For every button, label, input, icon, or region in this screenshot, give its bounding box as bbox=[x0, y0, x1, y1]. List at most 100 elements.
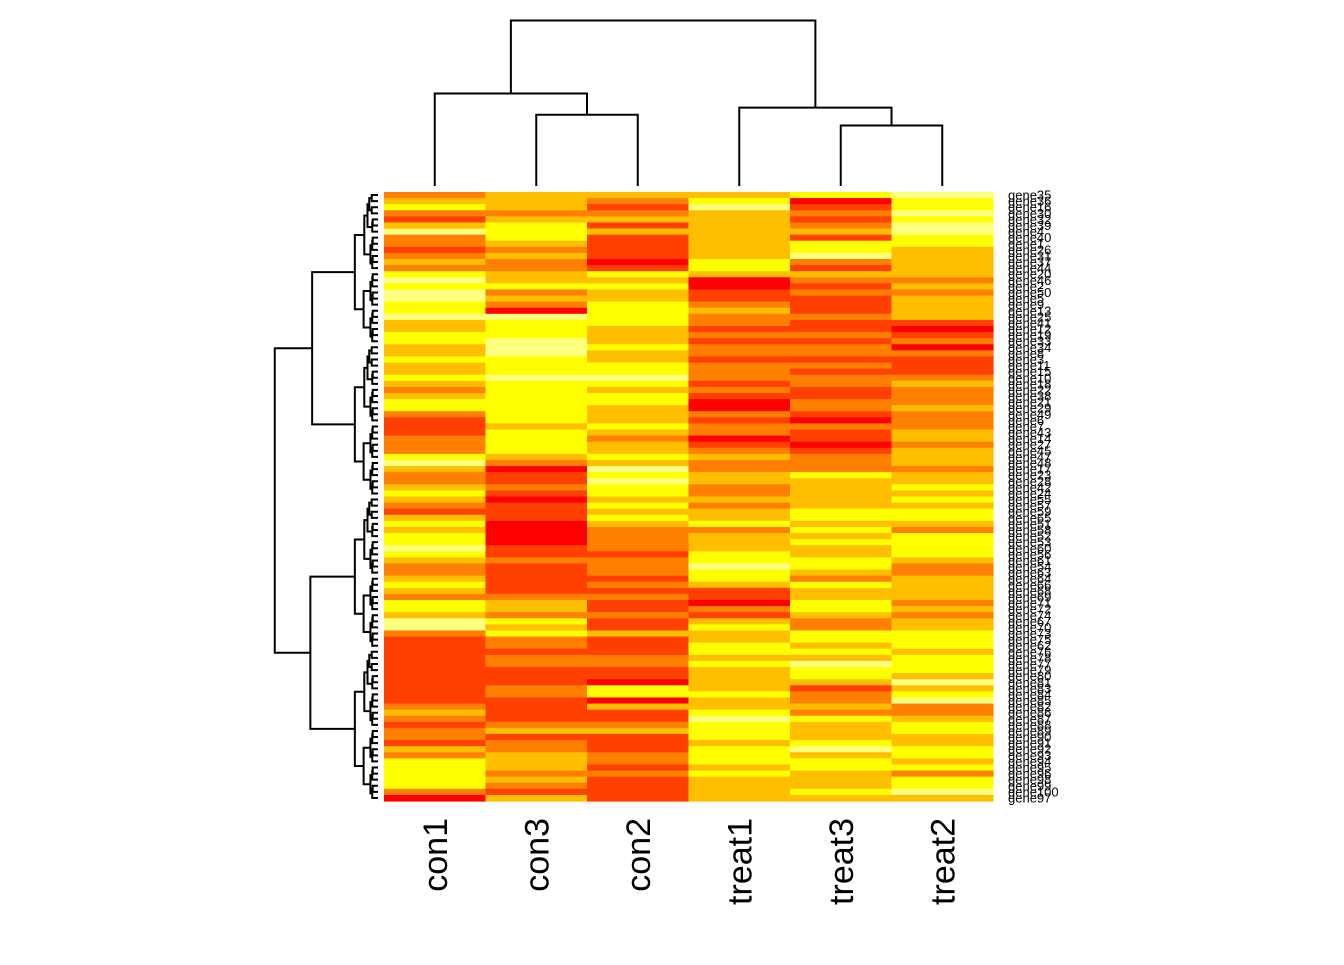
heatmap-cell bbox=[688, 551, 791, 558]
heatmap-cell bbox=[891, 399, 994, 406]
row-label: gene46 bbox=[1008, 273, 1051, 288]
heatmap-cell bbox=[688, 703, 791, 711]
heatmap-cell bbox=[384, 545, 487, 552]
heatmap-cell bbox=[587, 423, 690, 431]
row-dendrogram-branch bbox=[371, 254, 378, 264]
heatmap-cell bbox=[384, 746, 487, 753]
heatmap-cell bbox=[790, 709, 893, 717]
heatmap-cell bbox=[485, 405, 588, 412]
heatmap-cell bbox=[790, 295, 893, 303]
heatmap-cell bbox=[790, 386, 893, 394]
heatmap-cell bbox=[790, 392, 893, 400]
row-label: gene81 bbox=[1008, 675, 1051, 690]
heatmap-cell bbox=[384, 654, 487, 662]
heatmap-cell bbox=[485, 685, 588, 692]
heatmap-cell bbox=[891, 782, 994, 790]
row-label: gene36 bbox=[1008, 194, 1051, 209]
heatmap-cell bbox=[587, 289, 690, 297]
row-label: gene54 bbox=[1008, 559, 1051, 574]
heatmap-cell bbox=[384, 277, 487, 284]
heatmap-cell bbox=[587, 654, 690, 662]
row-label: gene94 bbox=[1008, 754, 1051, 769]
heatmap-cell bbox=[891, 222, 994, 230]
heatmap-cell bbox=[891, 776, 994, 784]
heatmap-cell bbox=[384, 435, 487, 443]
heatmap-cell bbox=[485, 435, 588, 443]
heatmap-cell bbox=[384, 441, 487, 449]
heatmap-cell bbox=[790, 636, 893, 644]
heatmap-cell bbox=[384, 563, 487, 571]
heatmap-cell bbox=[891, 417, 994, 425]
heatmap-cell bbox=[790, 307, 893, 315]
heatmap-cell bbox=[384, 344, 487, 351]
row-dendrogram-branch bbox=[371, 388, 378, 398]
row-dendrogram-branch bbox=[362, 746, 371, 786]
heatmap-cell bbox=[688, 429, 791, 437]
heatmap-cell bbox=[790, 435, 893, 443]
heatmap-cell bbox=[485, 332, 588, 339]
heatmap-cell bbox=[587, 770, 690, 778]
heatmap-cell bbox=[688, 192, 791, 199]
heatmap-cell bbox=[587, 709, 690, 717]
heatmap-cell bbox=[688, 545, 791, 552]
row-label: gene17 bbox=[1008, 462, 1051, 477]
heatmap-cell bbox=[485, 265, 588, 272]
heatmap-cell bbox=[891, 265, 994, 272]
heatmap-cell bbox=[485, 307, 588, 315]
row-label: gene39 bbox=[1008, 218, 1051, 233]
row-label: gene82 bbox=[1008, 699, 1051, 714]
heatmap-cell bbox=[891, 764, 994, 772]
row-label: gene26 bbox=[1008, 242, 1051, 257]
row-label: gene66 bbox=[1008, 577, 1051, 592]
row-label: gene6 bbox=[1008, 413, 1044, 428]
heatmap-cell bbox=[688, 466, 791, 473]
heatmap-cell bbox=[688, 417, 791, 425]
heatmap-cell bbox=[790, 289, 893, 297]
heatmap-cell bbox=[587, 508, 690, 516]
heatmap-cell bbox=[790, 490, 893, 498]
row-dendrogram-branch bbox=[371, 562, 378, 574]
heatmap-cell bbox=[384, 350, 487, 358]
heatmap-cell bbox=[790, 545, 893, 552]
heatmap-cell bbox=[790, 338, 893, 345]
row-dendrogram-branch bbox=[371, 239, 378, 251]
row-dendrogram-branch bbox=[371, 784, 378, 793]
heatmap-cell bbox=[587, 478, 690, 485]
heatmap-cell bbox=[891, 368, 994, 376]
row-dendrogram-branch bbox=[371, 696, 378, 708]
row-label: gene4 bbox=[1008, 224, 1044, 239]
heatmap-cell bbox=[790, 252, 893, 260]
heatmap-cell bbox=[485, 246, 588, 254]
heatmap-cell bbox=[891, 490, 994, 498]
heatmap-cell bbox=[485, 697, 588, 705]
heatmap-cell bbox=[688, 265, 791, 272]
heatmap-cell bbox=[485, 228, 588, 236]
column-label: con3 bbox=[518, 818, 556, 892]
row-dendrogram-branch bbox=[311, 271, 355, 426]
heatmap-cell bbox=[384, 606, 487, 613]
heatmap-cell bbox=[688, 392, 791, 400]
heatmap-cell bbox=[587, 210, 690, 217]
heatmap-cell bbox=[587, 484, 690, 492]
heatmap-cell bbox=[587, 679, 690, 686]
row-label: gene62 bbox=[1008, 638, 1051, 653]
heatmap-cell bbox=[485, 691, 588, 699]
heatmap-cell bbox=[790, 673, 893, 680]
heatmap-cell bbox=[384, 240, 487, 248]
row-dendrogram-branch bbox=[371, 294, 378, 306]
row-dendrogram-branch bbox=[369, 317, 373, 338]
heatmap-cell bbox=[688, 386, 791, 394]
heatmap-cell bbox=[688, 697, 791, 705]
heatmap-cell bbox=[384, 636, 487, 644]
row-dendrogram-branch bbox=[371, 425, 378, 434]
heatmap-cell bbox=[891, 362, 994, 370]
row-label: gene11 bbox=[1008, 358, 1050, 373]
heatmap-cell bbox=[790, 380, 893, 388]
heatmap-cell bbox=[384, 356, 487, 364]
column-dendrogram bbox=[433, 19, 944, 186]
heatmap-cell bbox=[688, 788, 791, 796]
heatmap-cell bbox=[688, 472, 791, 479]
row-dendrogram-branch bbox=[371, 614, 378, 623]
heatmap-cell bbox=[688, 721, 791, 729]
heatmap-cell bbox=[688, 374, 791, 382]
